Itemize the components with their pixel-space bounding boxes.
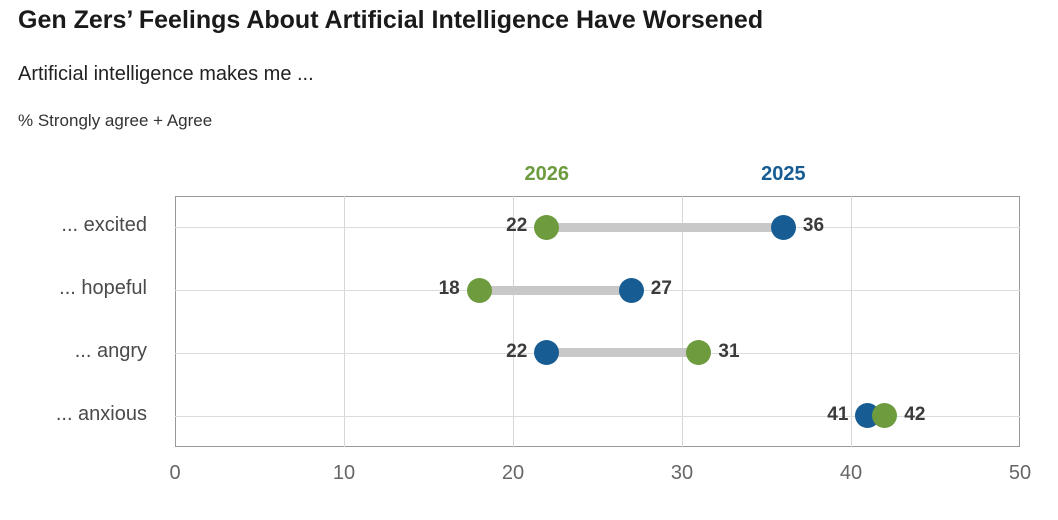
value-label: 27 (650, 278, 672, 300)
chart-subtitle: Artificial intelligence makes me ... (18, 63, 314, 85)
chart-title: Gen Zers’ Feelings About Artificial Inte… (18, 6, 764, 34)
dot-2025 (534, 340, 560, 366)
dot-2026 (466, 277, 492, 303)
gridline-vertical (851, 196, 852, 447)
dot-2026 (872, 403, 898, 429)
value-label: 42 (904, 403, 926, 425)
value-label: 18 (438, 278, 460, 300)
dumbbell-connector (546, 348, 699, 358)
dot-2026 (686, 340, 712, 366)
gridline-horizontal (175, 416, 1020, 417)
x-tick-label: 20 (501, 462, 525, 484)
gridline-vertical (344, 196, 345, 447)
gridline-vertical (513, 196, 514, 447)
gridline-vertical (682, 196, 683, 447)
dot-2025 (770, 214, 796, 240)
x-tick-label: 50 (1008, 462, 1032, 484)
category-label: ... hopeful (59, 277, 147, 300)
value-label: 22 (506, 215, 528, 237)
x-tick-label: 30 (670, 462, 694, 484)
dumbbell-connector (479, 285, 632, 295)
value-label: 22 (506, 340, 528, 362)
category-label: ... angry (74, 339, 147, 362)
x-tick-label: 40 (839, 462, 863, 484)
category-label: ... excited (61, 214, 147, 237)
category-label: ... anxious (55, 402, 147, 425)
dumbbell-connector (546, 222, 784, 232)
chart-note: % Strongly agree + Agree (18, 111, 213, 130)
value-label: 36 (802, 215, 825, 237)
legend-2026: 2026 (524, 163, 570, 185)
value-label: 41 (827, 403, 849, 425)
value-label: 31 (718, 340, 740, 362)
legend-2025: 2025 (761, 163, 806, 185)
dot-2026 (534, 214, 560, 240)
x-tick-label: 0 (169, 462, 181, 484)
dot-2025 (618, 277, 644, 303)
x-tick-label: 10 (332, 462, 356, 484)
